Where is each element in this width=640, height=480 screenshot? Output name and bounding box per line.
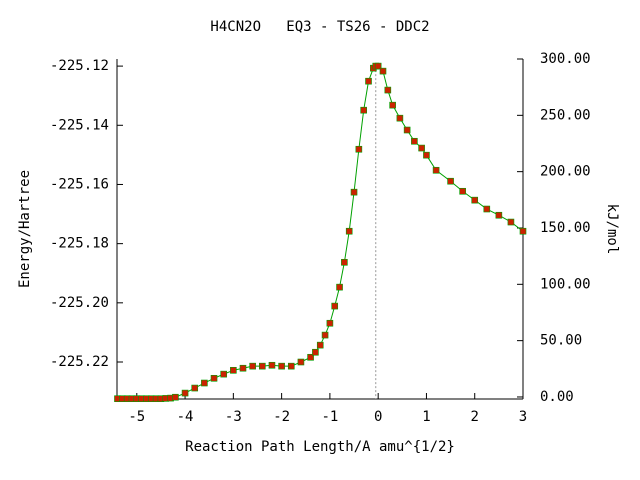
chart-title: H4CN2O EQ3 - TS26 - DDC2 bbox=[210, 19, 429, 35]
y-axis-label: Energy/Hartree bbox=[17, 170, 33, 288]
x-tick-label: -3 bbox=[225, 409, 242, 425]
point-marker bbox=[471, 196, 479, 204]
x-tick-label: -4 bbox=[177, 409, 194, 425]
x-tick-label: -5 bbox=[128, 409, 145, 425]
point-marker bbox=[181, 389, 189, 397]
y2-tick-label: 0.00 bbox=[540, 389, 574, 405]
y-tick-label: -225.22 bbox=[50, 354, 109, 370]
point-marker bbox=[418, 144, 425, 152]
point-marker bbox=[268, 361, 276, 369]
point-marker bbox=[326, 319, 334, 327]
point-marker bbox=[495, 211, 503, 219]
point-marker bbox=[483, 205, 491, 213]
x-tick-label: 1 bbox=[422, 409, 430, 425]
point-marker bbox=[447, 177, 454, 185]
point-marker bbox=[239, 364, 247, 372]
point-marker bbox=[411, 137, 418, 145]
point-marker bbox=[350, 188, 358, 196]
x-tick-label: 3 bbox=[519, 409, 527, 425]
y-tick-label: -225.18 bbox=[50, 236, 109, 252]
point-marker bbox=[172, 393, 179, 401]
point-marker bbox=[336, 283, 343, 291]
point-marker bbox=[331, 302, 339, 310]
point-marker bbox=[278, 362, 285, 370]
y-tick-label: -225.12 bbox=[50, 58, 109, 74]
point-marker bbox=[259, 362, 266, 370]
point-marker bbox=[389, 101, 396, 109]
y-tick-label: -225.14 bbox=[50, 117, 109, 133]
point-marker bbox=[230, 366, 237, 374]
series-line bbox=[117, 65, 524, 400]
point-marker bbox=[360, 106, 367, 114]
x-tick-label: -1 bbox=[321, 409, 338, 425]
point-marker bbox=[201, 379, 208, 387]
y2-tick-label: 200.00 bbox=[540, 164, 591, 180]
point-marker bbox=[432, 166, 440, 174]
x-tick-label: -2 bbox=[273, 409, 290, 425]
y2-tick-label: 100.00 bbox=[540, 276, 591, 292]
x-tick-label: 0 bbox=[374, 409, 382, 425]
point-marker bbox=[459, 187, 466, 195]
point-marker bbox=[355, 145, 363, 153]
y2-tick-label: 250.00 bbox=[540, 107, 591, 123]
y-tick-label: -225.16 bbox=[50, 176, 109, 192]
point-marker bbox=[307, 353, 314, 361]
y2-axis-label: kJ/mol bbox=[604, 204, 620, 255]
point-marker bbox=[321, 331, 329, 339]
point-marker bbox=[379, 67, 387, 75]
point-marker bbox=[210, 374, 218, 382]
point-marker bbox=[365, 77, 372, 85]
point-marker bbox=[374, 62, 382, 70]
point-marker bbox=[507, 218, 515, 226]
point-marker bbox=[220, 370, 227, 378]
point-marker bbox=[312, 348, 319, 356]
x-tick-label: 2 bbox=[471, 409, 479, 425]
point-marker bbox=[519, 227, 527, 235]
point-marker bbox=[403, 126, 411, 134]
point-marker bbox=[287, 362, 295, 370]
x-axis-label: Reaction Path Length/A amu^{1/2} bbox=[185, 439, 455, 455]
point-marker bbox=[396, 114, 404, 122]
y2-tick-label: 150.00 bbox=[540, 220, 591, 236]
point-marker bbox=[384, 86, 392, 94]
y2-tick-label: 50.00 bbox=[540, 333, 582, 349]
point-marker bbox=[191, 384, 199, 392]
point-marker bbox=[423, 151, 430, 159]
point-marker bbox=[249, 362, 256, 370]
y-tick-label: -225.20 bbox=[50, 295, 109, 311]
point-marker bbox=[297, 358, 305, 366]
point-marker bbox=[345, 227, 353, 235]
point-marker bbox=[341, 258, 348, 266]
y2-tick-label: 300.00 bbox=[540, 51, 591, 67]
point-marker bbox=[316, 341, 324, 349]
